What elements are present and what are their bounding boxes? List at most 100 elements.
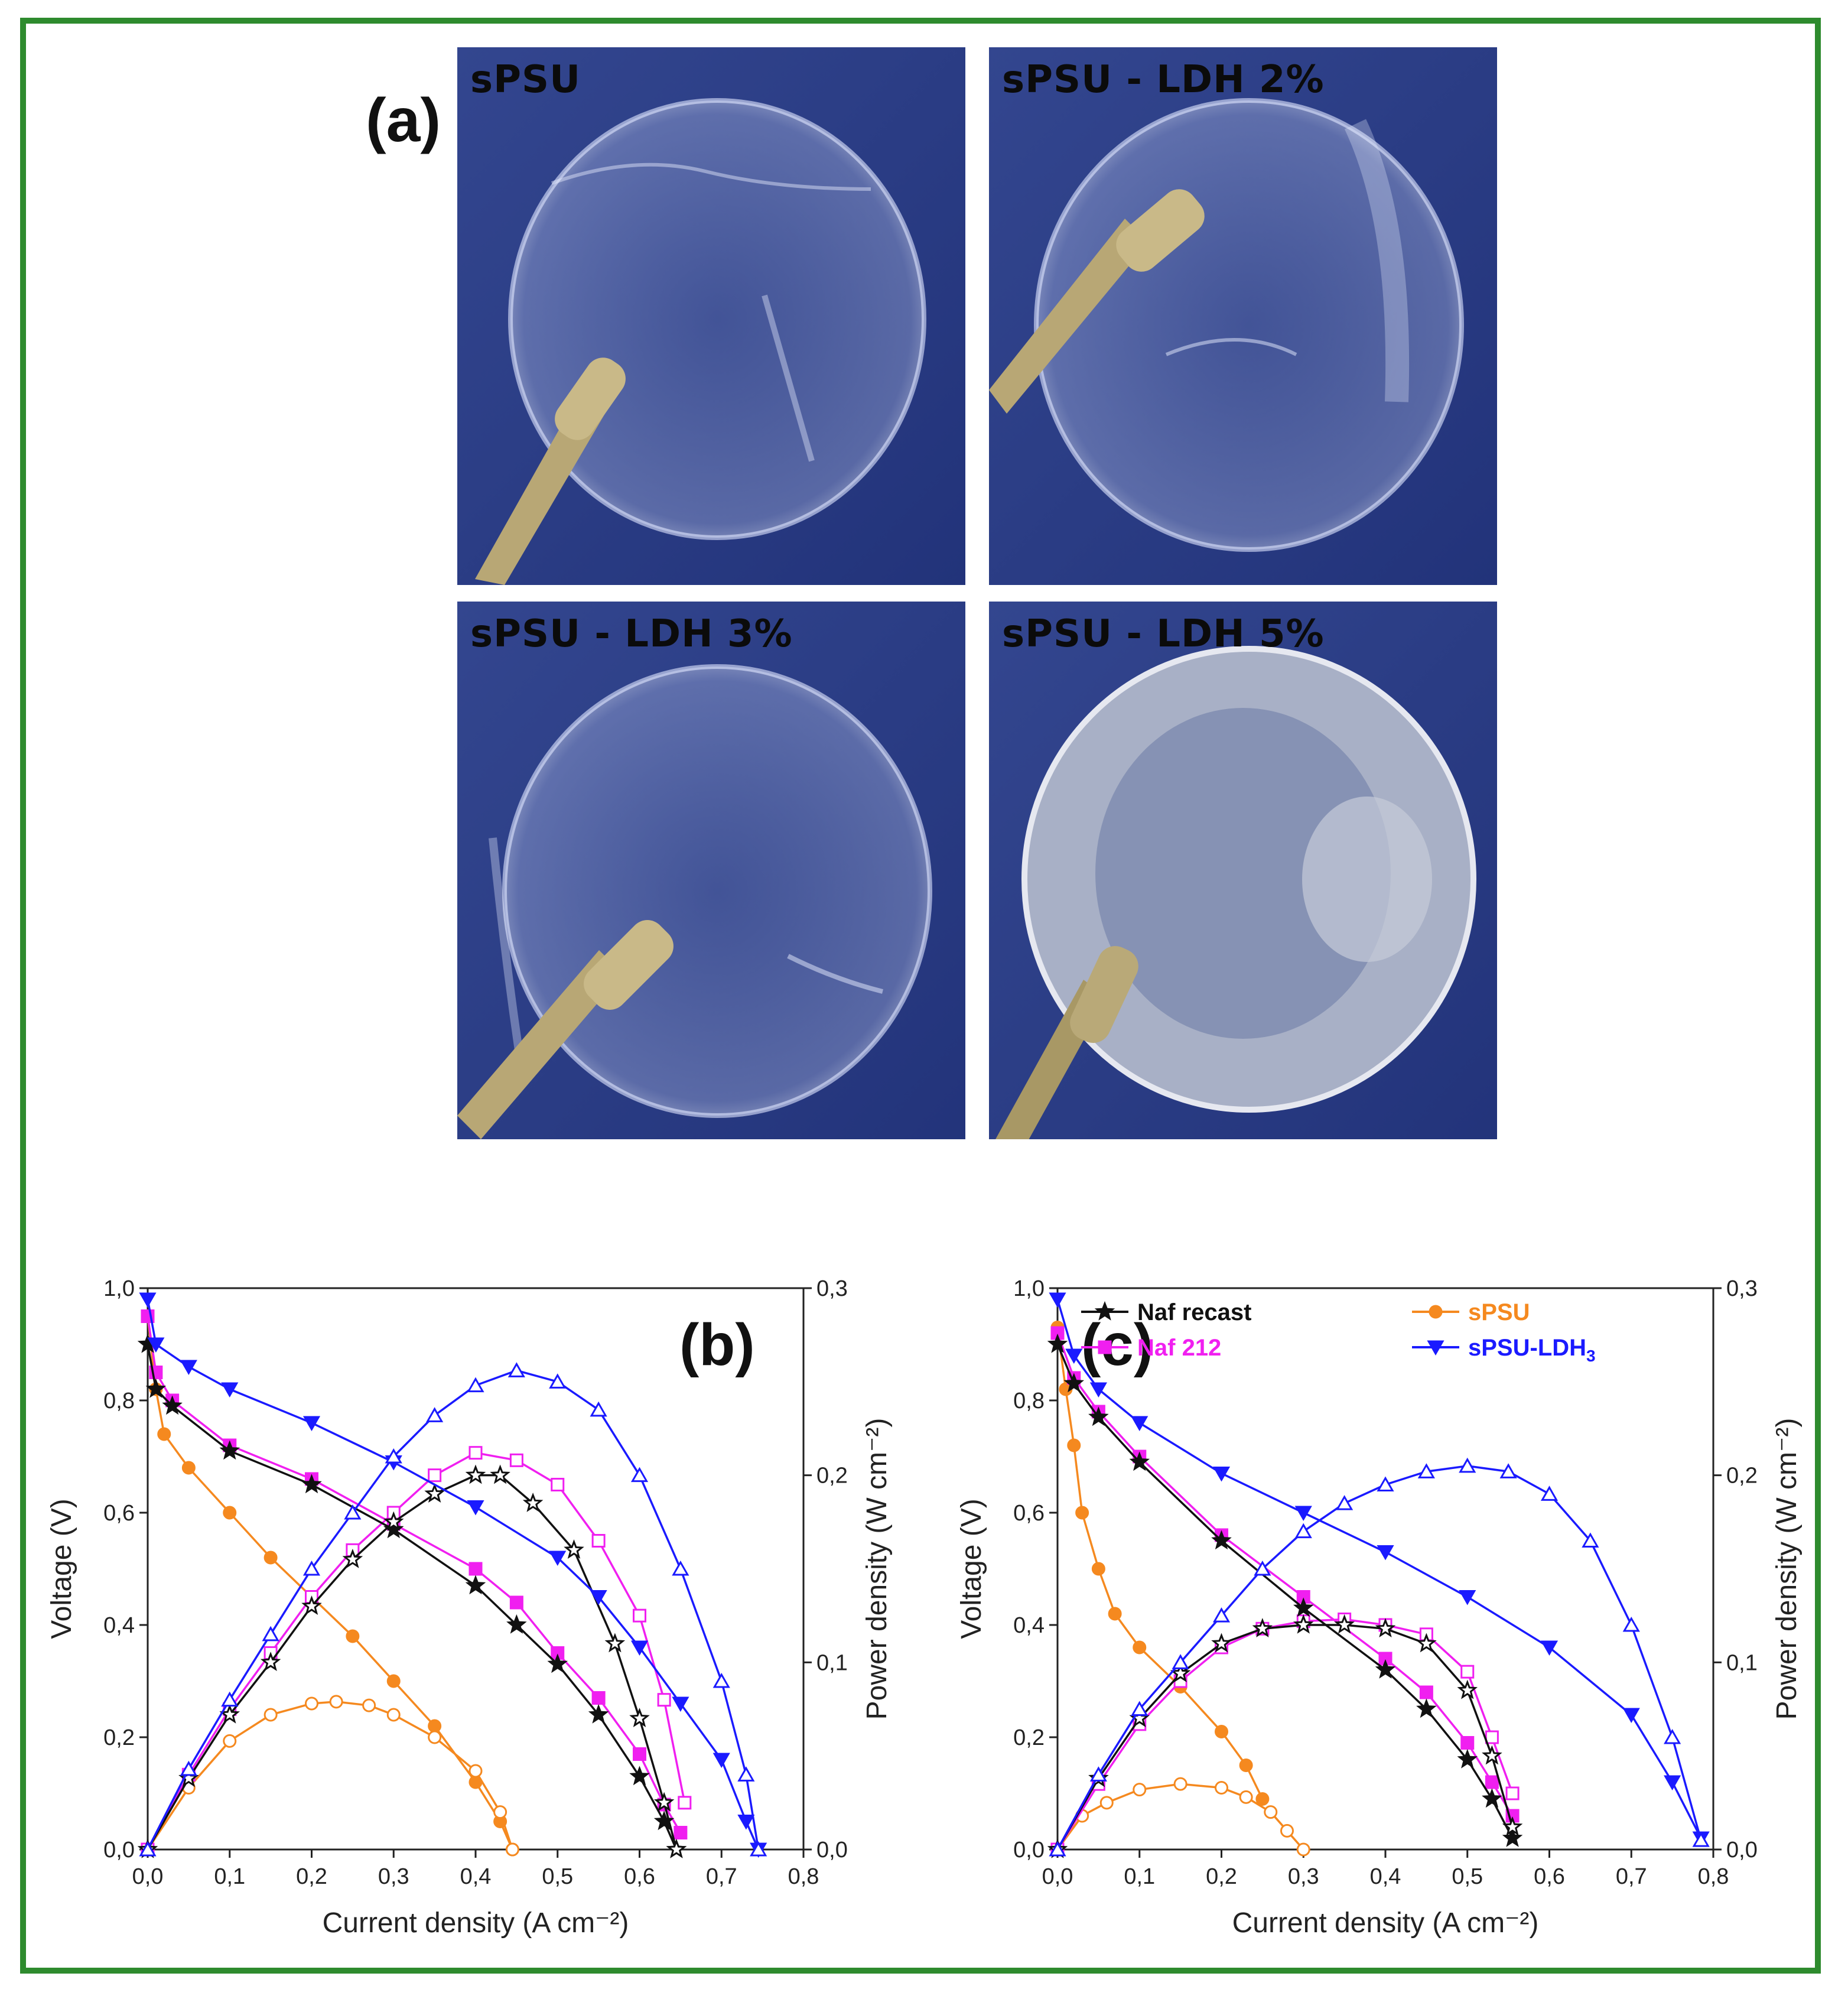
voltage-point — [1377, 1545, 1394, 1561]
power-point — [657, 1693, 671, 1707]
plot-area-frame — [1056, 1287, 1714, 1851]
voltage-point — [346, 1629, 360, 1643]
power-point — [629, 1708, 650, 1728]
voltage-point — [428, 1719, 442, 1733]
voltage-point — [1049, 1292, 1066, 1308]
voltage-point — [506, 1614, 527, 1634]
power-point — [712, 1672, 730, 1688]
voltage-point — [139, 1292, 157, 1308]
x-tick-label: 0,7 — [706, 1864, 737, 1889]
power-point — [1485, 1730, 1499, 1744]
photo-label: sPSU - LDH 5% — [1002, 612, 1325, 656]
power-point — [1505, 1786, 1520, 1800]
voltage-point — [1047, 1333, 1068, 1353]
power-point — [426, 1407, 444, 1422]
power-point — [1334, 1614, 1355, 1634]
power-point — [362, 1698, 376, 1712]
power-point — [1502, 1816, 1523, 1836]
power-point — [1264, 1805, 1278, 1819]
membrane-photo-image — [989, 602, 1497, 1139]
legend-subscript: 3 — [1586, 1347, 1596, 1365]
power-point — [424, 1483, 445, 1503]
voltage-point — [1215, 1725, 1228, 1738]
x-tick-label: 0,2 — [296, 1864, 327, 1889]
membrane-photo-image — [457, 47, 965, 585]
power-point — [1254, 1560, 1271, 1576]
power-point — [223, 1734, 237, 1748]
chart-b-svg: 0,0 0,1 0,2 0,3 0,4 0,5 0,6 0,7 0,80,00,20,40,60… — [46, 1276, 893, 1939]
power-point — [1457, 1679, 1478, 1699]
voltage-point — [1457, 1748, 1478, 1769]
power-point — [1131, 1701, 1149, 1716]
power-point — [1133, 1783, 1147, 1797]
power-line — [1056, 1783, 1304, 1851]
y2-tick-label: 0,2 — [1726, 1464, 1758, 1488]
power-point — [1417, 1463, 1435, 1478]
y2-tick-label: 0,0 — [816, 1838, 848, 1863]
voltage-point — [465, 1575, 486, 1595]
y2-tick-label: 0,3 — [1726, 1276, 1758, 1301]
voltage-point — [1540, 1640, 1559, 1656]
power-point — [467, 1377, 484, 1393]
legend-marker — [1427, 1340, 1444, 1356]
power-point — [737, 1766, 755, 1782]
y2-tick-label: 0,3 — [816, 1276, 848, 1301]
power-point — [1170, 1663, 1191, 1683]
voltage-line — [1056, 1344, 1514, 1839]
power-point — [329, 1695, 343, 1709]
voltage-point — [1133, 1640, 1147, 1655]
legend-marker — [1098, 1340, 1112, 1354]
power-point — [493, 1805, 507, 1819]
voltage-point — [1622, 1708, 1640, 1724]
power-point — [1482, 1745, 1502, 1765]
y-tick-label: 0,6 — [103, 1501, 135, 1526]
power-point — [468, 1446, 483, 1460]
power-point — [522, 1492, 544, 1512]
power-point — [383, 1511, 404, 1531]
power-point — [653, 1792, 675, 1812]
voltage-point — [157, 1427, 171, 1441]
power-point — [1540, 1486, 1559, 1501]
power-point — [549, 1373, 567, 1389]
legend-label: sPSU — [1468, 1299, 1530, 1325]
power-point — [1172, 1654, 1189, 1669]
x-tick-label: 0,0 — [1042, 1864, 1073, 1889]
y2-tick-label: 0,2 — [816, 1464, 848, 1488]
power-point — [302, 1560, 321, 1576]
power-point — [1294, 1523, 1312, 1539]
x-tick-label: 0,4 — [460, 1864, 492, 1889]
membrane-photo-image — [457, 602, 965, 1139]
power-point — [1375, 1618, 1396, 1638]
power-point — [1239, 1790, 1253, 1804]
voltage-point — [1212, 1467, 1231, 1482]
photo-spsu-ldh-5: sPSU - LDH 5% — [989, 602, 1497, 1139]
voltage-point — [145, 1378, 167, 1398]
power-point — [678, 1796, 692, 1810]
chart-c-svg: 0,0 0,1 0,2 0,3 0,4 0,5 0,6 0,7 0,80,00,20,40,60… — [956, 1276, 1803, 1939]
voltage-point — [547, 1653, 568, 1673]
power-point — [428, 1468, 442, 1483]
voltage-point — [1482, 1788, 1502, 1808]
voltage-point — [223, 1506, 237, 1520]
y-tick-label: 0,4 — [1013, 1613, 1045, 1638]
photo-spsu: sPSU — [457, 47, 965, 585]
power-point — [666, 1838, 687, 1858]
voltage-point — [1239, 1759, 1253, 1772]
voltage-point — [1089, 1382, 1107, 1398]
power-point — [1211, 1633, 1232, 1653]
power-point — [505, 1842, 519, 1857]
series-spsu-ldh3 — [139, 1292, 767, 1858]
power-point — [1215, 1781, 1228, 1795]
power-point — [1622, 1616, 1640, 1632]
voltage-point — [737, 1815, 755, 1830]
power-point — [591, 1534, 606, 1548]
y-tick-label: 0,2 — [103, 1725, 135, 1750]
power-point — [1173, 1777, 1187, 1791]
voltage-point — [162, 1395, 183, 1415]
y-tick-label: 0,4 — [103, 1613, 135, 1638]
voltage-point — [1293, 1597, 1314, 1617]
power-point — [1499, 1463, 1517, 1478]
power-point — [1089, 1766, 1107, 1782]
chart-c: 0,0 0,1 0,2 0,3 0,4 0,5 0,6 0,7 0,8 0,0 0,2 0,4 0,6 0… — [945, 1241, 1831, 1950]
legend-item: Naf recast — [1081, 1299, 1251, 1325]
